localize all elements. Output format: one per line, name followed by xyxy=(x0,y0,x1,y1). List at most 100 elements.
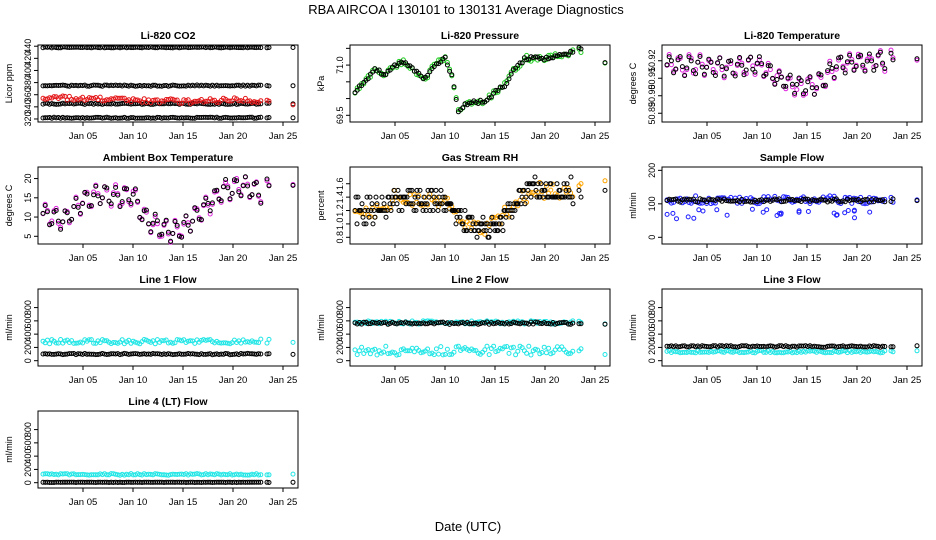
data-point xyxy=(548,181,554,187)
data-point xyxy=(783,343,789,349)
data-point xyxy=(570,49,576,55)
data-point xyxy=(172,219,178,224)
data-point xyxy=(862,197,868,203)
data-point xyxy=(847,198,853,203)
data-point xyxy=(783,83,789,89)
data-point xyxy=(455,107,461,113)
panel-4: Gas Stream RH percent 0.81.01.21.41.6 Jan 0… xyxy=(316,152,611,264)
x-tick-label: Jan 10 xyxy=(119,375,148,386)
data-point xyxy=(542,187,548,193)
series-flow xyxy=(40,479,296,485)
data-point xyxy=(671,197,677,202)
data-point xyxy=(367,351,373,357)
series-ref-440 xyxy=(40,44,296,51)
data-point xyxy=(194,471,200,477)
data-point xyxy=(55,351,61,357)
data-point xyxy=(227,101,233,107)
x-tick-label: Jan 15 xyxy=(793,375,822,386)
data-point xyxy=(670,210,676,216)
data-point xyxy=(258,45,264,51)
data-point xyxy=(444,346,450,352)
data-point xyxy=(234,178,240,184)
data-point xyxy=(686,52,692,58)
data-point xyxy=(578,194,584,200)
data-point xyxy=(869,58,875,64)
data-point xyxy=(732,198,738,204)
data-point xyxy=(502,204,508,210)
data-point xyxy=(174,97,180,103)
data-point xyxy=(364,194,370,200)
data-point xyxy=(264,472,270,478)
data-point xyxy=(833,64,839,70)
data-point xyxy=(113,471,119,477)
data-point xyxy=(258,472,264,478)
data-point xyxy=(433,346,439,352)
data-point xyxy=(223,472,229,478)
series-orange xyxy=(352,178,608,237)
data-point xyxy=(354,352,360,358)
data-point xyxy=(693,193,699,199)
data-point xyxy=(728,58,734,64)
data-point xyxy=(737,55,743,60)
data-point xyxy=(58,224,64,230)
data-point xyxy=(102,338,108,344)
y-tick-label: 0 xyxy=(23,480,33,485)
data-point xyxy=(117,204,123,210)
data-point xyxy=(792,90,798,96)
data-point xyxy=(717,55,723,61)
data-point xyxy=(170,340,176,346)
data-point xyxy=(355,194,361,200)
data-point xyxy=(117,352,123,358)
data-point xyxy=(264,45,270,51)
data-point xyxy=(444,195,450,201)
data-point xyxy=(825,68,831,74)
data-point xyxy=(207,45,213,51)
data-point xyxy=(55,220,61,226)
y-tick-label: 360 xyxy=(23,87,33,102)
data-point xyxy=(126,197,132,203)
x-tick-label: Jan 05 xyxy=(381,253,410,264)
y-tick-label: 400 xyxy=(23,327,33,342)
data-point xyxy=(858,54,864,60)
data-point xyxy=(570,318,576,324)
data-point xyxy=(49,221,55,227)
data-point xyxy=(554,181,560,187)
data-point xyxy=(693,199,699,205)
x-tick-label: Jan 10 xyxy=(431,131,460,142)
data-point xyxy=(168,238,174,244)
data-point xyxy=(185,222,191,228)
data-point xyxy=(842,210,848,216)
data-point xyxy=(873,343,879,349)
data-point xyxy=(767,343,773,349)
data-point xyxy=(860,197,866,203)
data-point xyxy=(877,350,883,356)
data-point xyxy=(433,61,439,67)
data-point xyxy=(774,77,780,82)
data-point xyxy=(238,98,244,104)
data-point xyxy=(480,99,486,105)
data-point xyxy=(699,197,705,203)
data-point xyxy=(818,75,824,80)
data-point xyxy=(888,47,894,53)
data-point xyxy=(509,214,515,220)
data-point xyxy=(840,65,846,71)
x-tick-label: Jan 15 xyxy=(169,375,198,386)
data-point xyxy=(91,340,97,346)
data-point xyxy=(91,189,97,195)
y-tick-label: 800 xyxy=(23,422,33,437)
data-point xyxy=(456,208,462,213)
data-point xyxy=(807,74,813,80)
data-point xyxy=(726,58,732,64)
data-point xyxy=(873,349,879,354)
data-point xyxy=(290,339,296,345)
data-point xyxy=(546,321,552,326)
data-point xyxy=(820,197,826,203)
data-point xyxy=(258,479,264,485)
data-point xyxy=(229,190,235,196)
data-point xyxy=(781,194,787,200)
data-point xyxy=(789,84,795,90)
data-point xyxy=(172,97,178,103)
data-point xyxy=(49,101,55,107)
data-point xyxy=(506,214,512,220)
